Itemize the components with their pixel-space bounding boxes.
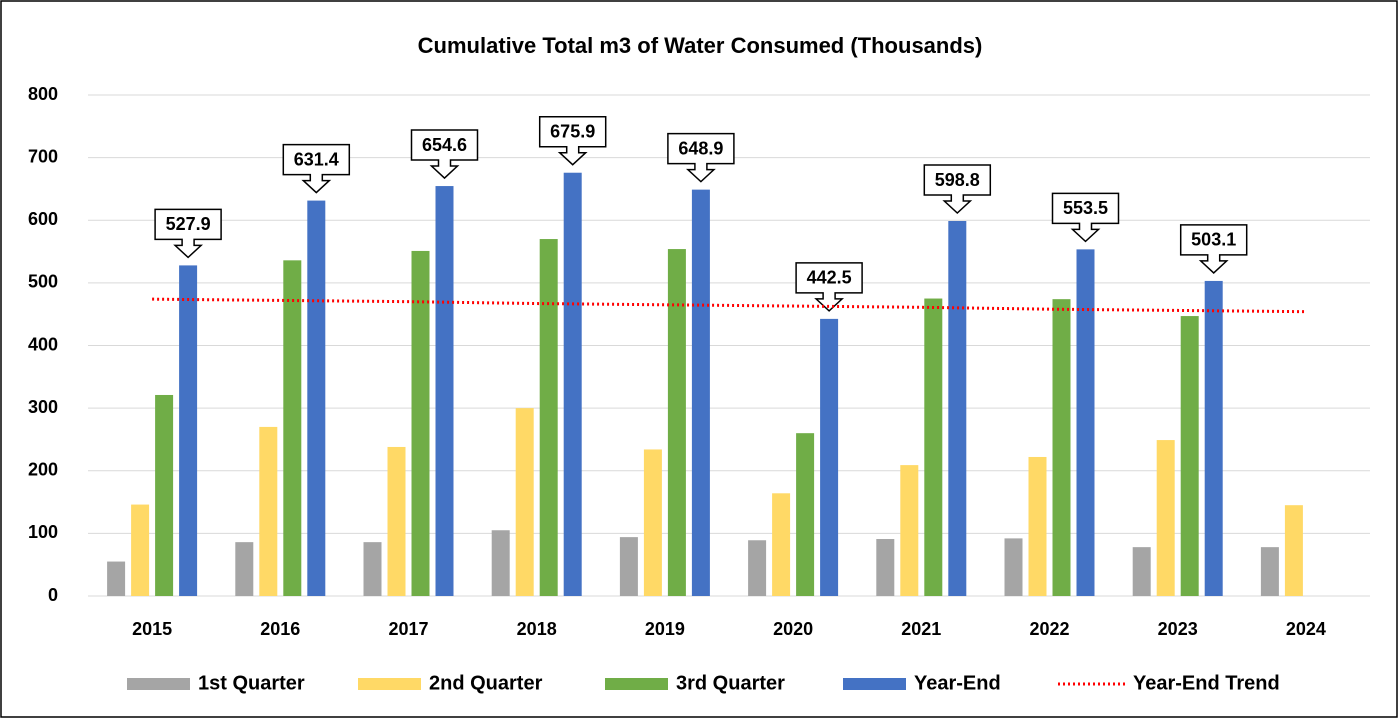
legend-label: Year-End: [914, 672, 1001, 694]
bar: [435, 186, 454, 596]
legend-label: Year-End Trend: [1133, 672, 1280, 694]
bar: [1180, 316, 1199, 596]
callout: [282, 143, 351, 194]
callout: [667, 132, 735, 183]
y-tick-label: 300: [28, 397, 58, 417]
bar: [667, 249, 686, 596]
bar: [876, 539, 895, 596]
x-tick-label: 2020: [773, 619, 813, 639]
callout: [154, 208, 222, 259]
legend-swatch: [358, 678, 421, 690]
bar: [363, 542, 382, 596]
legend-label: 2nd Quarter: [429, 672, 543, 694]
bar: [1132, 547, 1151, 596]
bar: [491, 530, 510, 596]
bar: [1204, 280, 1223, 596]
bar: [619, 537, 638, 596]
x-tick-label: 2023: [1158, 619, 1198, 639]
bar: [643, 449, 662, 596]
data-label: 631.4: [294, 149, 339, 169]
bar: [539, 239, 558, 596]
data-label: 503.1: [1191, 230, 1236, 250]
bar: [772, 493, 791, 596]
bar: [131, 504, 150, 596]
chart-title: Cumulative Total m3 of Water Consumed (T…: [418, 33, 983, 58]
bar: [283, 260, 302, 596]
data-label: 675.9: [550, 121, 595, 141]
bar: [748, 540, 767, 596]
data-label: 553.5: [1063, 198, 1108, 218]
bar: [691, 189, 710, 596]
bar: [948, 221, 967, 596]
callout: [410, 129, 479, 180]
bar: [820, 318, 839, 596]
data-label: 648.9: [678, 138, 723, 158]
x-tick-label: 2016: [260, 619, 300, 639]
bar: [1260, 547, 1279, 596]
bar: [179, 265, 198, 596]
bar: [1156, 440, 1175, 596]
x-tick-label: 2019: [645, 619, 685, 639]
bar: [796, 433, 815, 596]
callout: [1179, 224, 1248, 274]
bar: [924, 298, 943, 596]
y-tick-label: 700: [28, 146, 58, 166]
y-tick-label: 400: [28, 334, 58, 354]
bar: [387, 446, 406, 596]
bar: [1052, 299, 1071, 596]
callout: [795, 262, 863, 312]
bar: [1076, 249, 1095, 597]
data-label: 654.6: [422, 135, 467, 155]
bar: [1004, 538, 1023, 596]
bar: [900, 465, 919, 596]
bar: [563, 172, 582, 596]
legend-swatch: [127, 678, 190, 690]
y-tick-label: 500: [28, 272, 58, 292]
bar: [235, 542, 254, 596]
legend-label: 3rd Quarter: [676, 672, 785, 694]
bar: [107, 561, 126, 596]
bar: [1284, 505, 1303, 596]
bar: [307, 200, 326, 596]
x-tick-label: 2015: [132, 619, 172, 639]
bar: [515, 408, 534, 596]
data-label: 527.9: [166, 214, 211, 234]
x-tick-label: 2024: [1286, 619, 1326, 639]
callout: [923, 164, 992, 215]
bar: [155, 394, 174, 596]
x-tick-label: 2017: [388, 619, 428, 639]
x-tick-label: 2021: [901, 619, 941, 639]
bar: [1028, 456, 1047, 596]
legend-swatch: [605, 678, 668, 690]
data-label: 598.8: [935, 170, 980, 190]
data-label: 442.5: [807, 268, 852, 288]
y-tick-label: 800: [28, 84, 58, 104]
bar: [411, 250, 430, 596]
trend-line: [152, 297, 1306, 314]
callout: [1051, 192, 1120, 243]
y-tick-label: 0: [48, 585, 58, 605]
callout: [538, 115, 607, 166]
bar: [259, 426, 278, 596]
y-tick-label: 600: [28, 209, 58, 229]
legend-label: 1st Quarter: [198, 672, 305, 694]
x-tick-label: 2022: [1029, 619, 1069, 639]
y-tick-label: 100: [28, 522, 58, 542]
x-tick-label: 2018: [517, 619, 557, 639]
legend-swatch: [843, 678, 906, 690]
y-tick-label: 200: [28, 460, 58, 480]
